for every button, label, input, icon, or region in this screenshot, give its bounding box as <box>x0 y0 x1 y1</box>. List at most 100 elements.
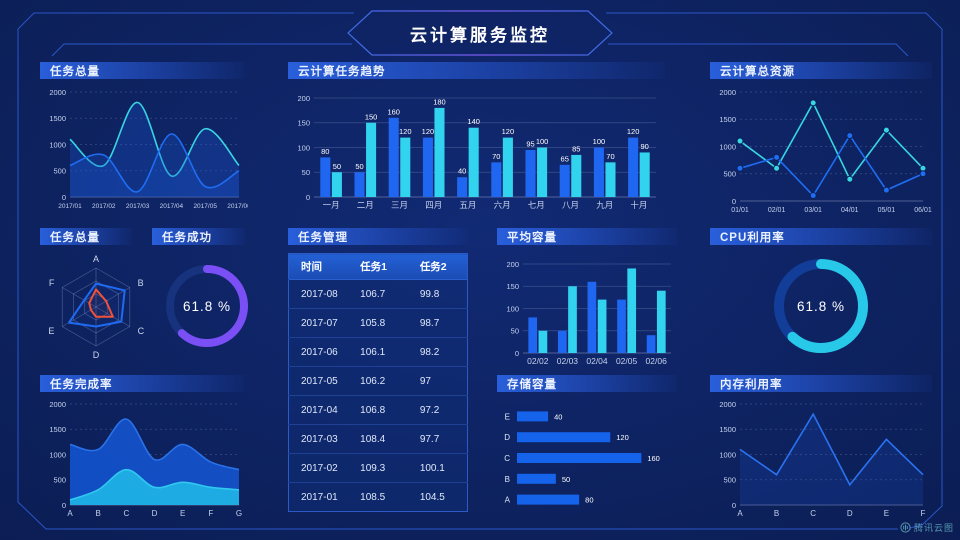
svg-text:B: B <box>774 509 779 518</box>
chart-storage-hbars: E 40 D 120 C 160 B 50 A 80 <box>497 394 683 518</box>
svg-text:02/04: 02/04 <box>586 356 608 366</box>
svg-text:D: D <box>504 433 510 442</box>
svg-text:1500: 1500 <box>49 425 66 434</box>
svg-text:C: C <box>504 454 510 463</box>
svg-text:04/01: 04/01 <box>841 207 859 214</box>
chart-avg-capacity-bars: 0 50 100 150 200 02/02 02/03 02/04 02/05 02/06 <box>497 248 680 368</box>
svg-text:05/01: 05/01 <box>878 207 896 214</box>
chart-cpu-donut: 61.8 % <box>710 248 932 364</box>
svg-text:40: 40 <box>554 412 562 421</box>
table-cell: 108.5 <box>348 482 408 512</box>
svg-text:65: 65 <box>561 154 569 163</box>
svg-text:200: 200 <box>297 94 310 103</box>
svg-text:六月: 六月 <box>494 200 511 210</box>
svg-text:1500: 1500 <box>49 114 66 123</box>
svg-text:50: 50 <box>562 475 570 484</box>
table-column-header: 任务1 <box>348 253 408 280</box>
table-column-header: 时间 <box>288 253 349 280</box>
svg-text:200: 200 <box>506 260 519 269</box>
svg-text:四月: 四月 <box>425 200 442 210</box>
svg-text:E: E <box>884 509 889 518</box>
table-cell: 97.2 <box>407 395 468 425</box>
panel-title-completion: 任务完成率 <box>40 375 245 392</box>
svg-text:500: 500 <box>723 476 736 485</box>
table-cell: 109.3 <box>348 453 408 483</box>
svg-text:七月: 七月 <box>528 200 545 210</box>
table-cell: 2017-05 <box>288 366 349 396</box>
svg-text:50: 50 <box>302 168 310 177</box>
svg-text:2000: 2000 <box>719 88 736 97</box>
svg-text:二月: 二月 <box>357 200 374 210</box>
svg-text:E: E <box>48 326 54 336</box>
svg-text:三月: 三月 <box>391 200 408 210</box>
svg-text:C: C <box>123 509 129 518</box>
svg-text:F: F <box>208 509 213 518</box>
svg-text:02/05: 02/05 <box>616 356 638 366</box>
table-cell: 2017-08 <box>288 279 349 309</box>
svg-text:500: 500 <box>53 476 66 485</box>
svg-text:九月: 九月 <box>596 200 613 210</box>
svg-text:D: D <box>93 350 100 360</box>
table-cell: 99.8 <box>407 279 468 309</box>
svg-text:160: 160 <box>647 454 660 463</box>
svg-text:02/03: 02/03 <box>557 356 579 366</box>
svg-text:2000: 2000 <box>719 400 736 409</box>
table-row: 2017-08 106.7 99.8 <box>288 279 468 309</box>
svg-text:61.8 %: 61.8 % <box>797 299 845 314</box>
svg-text:1000: 1000 <box>49 140 66 149</box>
svg-text:180: 180 <box>433 97 446 106</box>
svg-text:02/02: 02/02 <box>527 356 549 366</box>
svg-text:A: A <box>737 509 743 518</box>
svg-text:50: 50 <box>333 162 341 171</box>
svg-text:1500: 1500 <box>719 425 736 434</box>
svg-text:100: 100 <box>593 137 606 146</box>
table-cell: 106.1 <box>348 337 408 367</box>
svg-text:80: 80 <box>585 496 593 505</box>
svg-text:2017/06: 2017/06 <box>227 203 248 210</box>
svg-text:120: 120 <box>502 127 515 136</box>
table-row: 2017-07 105.8 98.7 <box>288 308 468 338</box>
svg-text:95: 95 <box>526 139 534 148</box>
table-row: 2017-05 106.2 97 <box>288 366 468 396</box>
svg-text:50: 50 <box>355 162 363 171</box>
svg-text:0: 0 <box>62 501 66 510</box>
svg-text:五月: 五月 <box>459 200 476 210</box>
svg-text:A: A <box>93 254 99 264</box>
svg-text:150: 150 <box>365 112 378 121</box>
svg-text:0: 0 <box>306 193 310 202</box>
svg-text:B: B <box>505 475 510 484</box>
svg-text:61.8 %: 61.8 % <box>183 299 231 314</box>
svg-text:120: 120 <box>422 127 435 136</box>
panel-title-avg-capacity: 平均容量 <box>497 228 677 245</box>
svg-text:500: 500 <box>53 167 66 176</box>
panel-title-total-resources: 云计算总资源 <box>710 62 932 79</box>
page-title: 云计算服务监控 <box>410 26 550 45</box>
svg-text:40: 40 <box>458 167 466 176</box>
svg-text:2017/05: 2017/05 <box>193 203 217 210</box>
svg-text:2000: 2000 <box>49 88 66 97</box>
svg-text:80: 80 <box>321 147 329 156</box>
table-cell: 2017-04 <box>288 395 349 425</box>
watermark-label: 腾讯云图 <box>913 523 954 533</box>
chart-completion-area: 0 500 1000 1500 2000 A B C D E F G <box>40 394 248 520</box>
table-column-header: 任务2 <box>407 253 468 280</box>
chart-task-success-donut: 61.8 % <box>152 250 262 362</box>
svg-text:1000: 1000 <box>719 142 736 151</box>
svg-text:160: 160 <box>387 107 400 116</box>
table-cell: 108.4 <box>348 424 408 454</box>
svg-text:150: 150 <box>506 282 519 291</box>
svg-text:2017/02: 2017/02 <box>92 203 116 210</box>
panel-title-cpu: CPU利用率 <box>710 228 932 245</box>
svg-text:E: E <box>180 509 185 518</box>
svg-text:0: 0 <box>515 349 519 358</box>
svg-text:E: E <box>505 412 510 421</box>
svg-text:F: F <box>921 509 926 518</box>
table-row: 2017-06 106.1 98.2 <box>288 337 468 367</box>
table-cell: 105.8 <box>348 308 408 338</box>
svg-text:100: 100 <box>536 137 549 146</box>
svg-text:02/01: 02/01 <box>768 207 786 214</box>
svg-text:90: 90 <box>641 142 649 151</box>
table-cell: 104.5 <box>407 482 468 512</box>
panel-title-task-success: 任务成功 <box>152 228 245 245</box>
